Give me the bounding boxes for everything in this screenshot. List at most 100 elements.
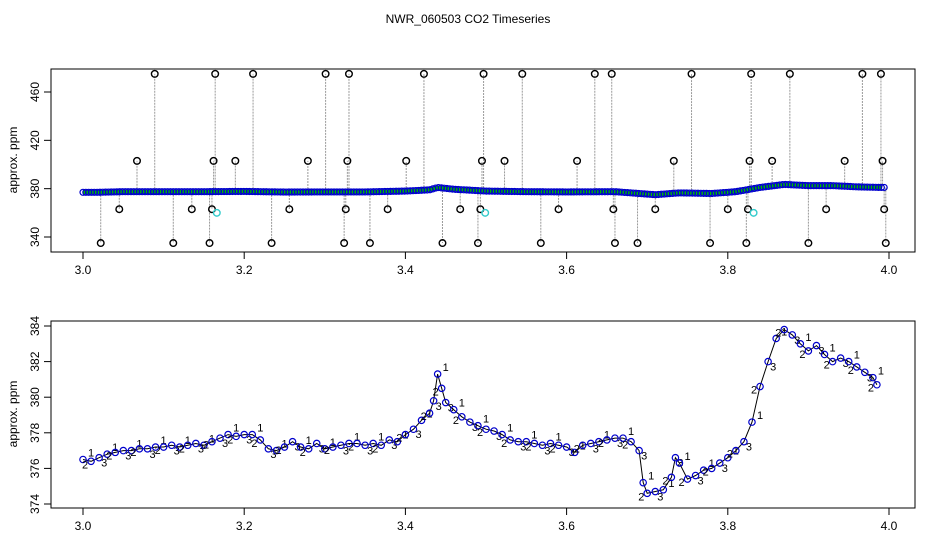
series-label: 3 xyxy=(101,458,107,470)
series-label: 2 xyxy=(82,459,88,471)
series-point xyxy=(437,384,446,393)
series-point xyxy=(429,396,438,405)
outlier-marker xyxy=(402,156,411,165)
series-label: 1 xyxy=(88,448,94,460)
series-label: 3 xyxy=(496,431,502,443)
series-point xyxy=(643,489,652,498)
outlier-marker xyxy=(383,205,392,214)
series-label: 2 xyxy=(751,385,757,397)
outlier-marker xyxy=(687,69,696,78)
series-point xyxy=(167,441,176,450)
series-label: 3 xyxy=(270,449,276,461)
series-label: 2 xyxy=(622,440,628,452)
y-tick-label: 420 xyxy=(28,130,42,150)
series-point xyxy=(639,478,647,487)
series-point xyxy=(715,459,724,467)
y-tick-label: 382 xyxy=(28,351,42,371)
series-point xyxy=(353,439,361,448)
outlier-marker xyxy=(706,239,715,248)
outlier-marker xyxy=(573,156,582,165)
series-point xyxy=(208,437,216,446)
series-label: 3 xyxy=(593,443,599,455)
series-label: 2 xyxy=(501,438,507,450)
series-point xyxy=(272,446,281,455)
series-point xyxy=(361,441,369,450)
series-point xyxy=(441,398,450,407)
series-point xyxy=(103,450,111,458)
series-point xyxy=(675,459,684,467)
series-point xyxy=(611,434,619,442)
series-label: 1 xyxy=(757,410,763,422)
series-point xyxy=(256,436,265,444)
outlier-marker xyxy=(343,156,352,165)
series-label: 3 xyxy=(818,346,824,358)
series-label: 3 xyxy=(367,445,373,457)
series-point xyxy=(836,354,845,362)
series-label: 1 xyxy=(427,408,433,420)
series-label: 3 xyxy=(222,438,228,450)
series-point xyxy=(869,373,877,382)
series-point xyxy=(127,446,136,455)
series-point xyxy=(377,441,386,450)
series-point xyxy=(740,437,748,446)
outlier-marker xyxy=(745,156,754,165)
series-point xyxy=(667,473,676,482)
series-label: 2 xyxy=(203,440,209,452)
series-label: 3 xyxy=(436,401,442,413)
outlier-marker xyxy=(365,239,374,248)
series-label: 1 xyxy=(830,342,836,354)
outlier-marker xyxy=(321,69,330,78)
outlier-marker xyxy=(590,69,599,78)
series-label: 1 xyxy=(580,440,586,452)
top-flagged-markers xyxy=(212,208,758,217)
outlier-marker xyxy=(651,205,660,214)
series-label: 2 xyxy=(598,438,604,450)
series-point xyxy=(530,439,539,448)
y-tick-label: 376 xyxy=(28,458,42,478)
x-tick-label: 3.8 xyxy=(719,263,736,277)
series-point xyxy=(296,443,305,451)
series-label: 2 xyxy=(477,427,483,439)
series-point xyxy=(409,425,418,434)
series-point xyxy=(280,443,289,451)
series-point xyxy=(393,437,402,446)
flagged-marker xyxy=(481,208,490,217)
series-label: 2 xyxy=(574,443,580,455)
x-tick-label: 3.8 xyxy=(719,519,736,533)
series-label: 3 xyxy=(149,449,155,461)
outlier-marker xyxy=(669,156,678,165)
series-point xyxy=(651,487,660,496)
y-tick-label: 378 xyxy=(28,422,42,442)
series-point xyxy=(216,434,224,442)
series-point xyxy=(345,439,353,448)
x-tick-label: 3.4 xyxy=(397,263,414,277)
series-point xyxy=(635,446,643,455)
series-point xyxy=(723,453,732,462)
series-point xyxy=(151,443,160,451)
outlier-marker xyxy=(880,205,889,214)
series-point xyxy=(329,443,337,451)
series-point xyxy=(135,445,144,453)
series-label: 3 xyxy=(198,443,204,455)
outlier-marker xyxy=(341,205,350,214)
series-label: 1 xyxy=(531,430,537,442)
series-label: 2 xyxy=(106,450,112,462)
top-outlier-markers xyxy=(96,69,890,248)
series-label: 2 xyxy=(276,445,282,457)
series-label: 1 xyxy=(257,423,263,435)
outlier-marker xyxy=(804,239,813,248)
series-label: 2 xyxy=(155,445,161,457)
top-plot-frame xyxy=(50,68,916,253)
outlier-marker xyxy=(610,239,619,248)
series-point xyxy=(466,418,474,426)
series-point xyxy=(659,485,668,494)
series-label: 3 xyxy=(343,445,349,457)
series-point xyxy=(586,439,595,448)
outlier-marker xyxy=(633,239,642,248)
series-point xyxy=(417,416,426,425)
series-point xyxy=(288,437,297,446)
flagged-marker xyxy=(212,208,221,217)
outlier-marker xyxy=(876,69,885,78)
